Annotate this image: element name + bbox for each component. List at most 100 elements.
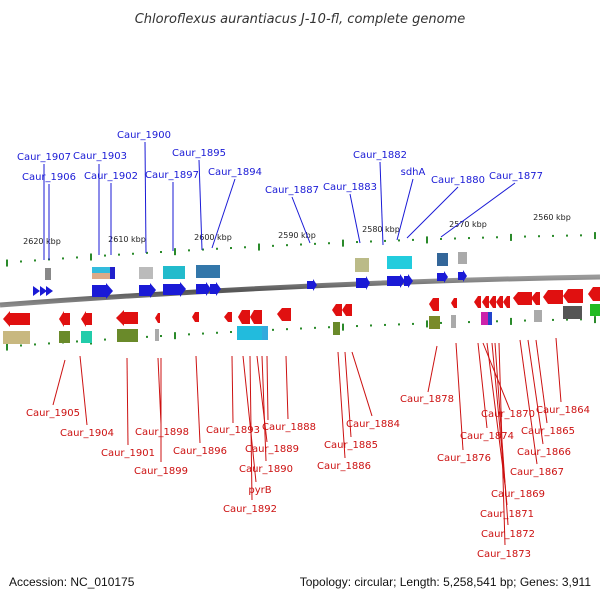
gene-label[interactable]: Caur_1887 <box>265 185 319 196</box>
lower-tick-mark <box>342 323 344 331</box>
lower-tick-mark <box>412 322 414 325</box>
scale-tick-label: 2570 kbp <box>449 220 487 229</box>
upper-tick-mark <box>6 259 8 267</box>
gene-label[interactable]: Caur_1883 <box>323 182 377 193</box>
gene-label[interactable]: Caur_1902 <box>84 171 138 182</box>
gene-label[interactable]: Caur_1897 <box>145 170 199 181</box>
gene-label[interactable]: Caur_1885 <box>324 440 378 451</box>
forward-strand-features <box>33 252 467 299</box>
upper-tick-mark <box>454 237 456 240</box>
upper-tick-mark <box>538 235 540 238</box>
lower-tick-mark <box>286 328 288 331</box>
upper-tick-mark <box>118 253 120 256</box>
upper-tick-mark <box>188 249 190 252</box>
lower-tick-mark <box>174 332 176 340</box>
lower-tick-mark <box>426 320 428 328</box>
gene-label[interactable]: Caur_1870 <box>481 409 535 420</box>
upper-tick-mark <box>328 242 330 245</box>
upper-tick-mark <box>482 236 484 239</box>
genome-backbone <box>0 274 600 308</box>
scale-tick-label: 2600 kbp <box>194 233 232 242</box>
gene-label[interactable]: Caur_1880 <box>431 175 485 186</box>
upper-tick-mark <box>524 235 526 238</box>
gene-label[interactable]: Caur_1871 <box>480 509 534 520</box>
lower-tick-mark <box>496 320 498 323</box>
gene-label[interactable]: Caur_1888 <box>262 422 316 433</box>
gene-label[interactable]: Caur_1869 <box>491 489 545 500</box>
lower-tick-mark <box>202 332 204 335</box>
lower-tick-mark <box>104 338 106 341</box>
scale-axis: 2620 kbp 2610 kbp 2600 kbp 2590 kbp 2580… <box>23 213 571 246</box>
gene-label[interactable]: Caur_1873 <box>477 549 531 560</box>
gene-label[interactable]: Caur_1894 <box>208 167 262 178</box>
upper-tick-mark <box>384 239 386 242</box>
lower-tick-mark <box>188 333 190 336</box>
gene-label[interactable]: Caur_1890 <box>239 464 293 475</box>
gene-label[interactable]: Caur_1882 <box>353 150 407 161</box>
upper-tick-mark <box>104 254 106 257</box>
gene-label[interactable]: Caur_1876 <box>437 453 491 464</box>
upper-tick-mark <box>496 236 498 239</box>
lower-tick-mark <box>440 321 442 324</box>
scale-tick-label: 2560 kbp <box>533 213 571 222</box>
lower-tick-mark <box>20 344 22 347</box>
upper-tick-mark <box>230 247 232 250</box>
gene-label[interactable]: Caur_1899 <box>134 466 188 477</box>
scale-tick-label: 2610 kbp <box>108 235 146 244</box>
gene-label[interactable]: Caur_1866 <box>517 447 571 458</box>
gene-label[interactable]: Caur_1877 <box>489 171 543 182</box>
upper-tick-mark <box>62 257 64 260</box>
gene-label[interactable]: Caur_1865 <box>521 426 575 437</box>
lower-tick-mark <box>300 327 302 330</box>
upper-tick-mark <box>132 252 134 255</box>
lower-tick-mark <box>580 318 582 321</box>
scale-tick-label: 2620 kbp <box>23 237 61 246</box>
scale-tick-label: 2590 kbp <box>278 231 316 240</box>
gene-label[interactable]: Caur_1901 <box>101 448 155 459</box>
upper-tick-mark <box>146 251 148 254</box>
gene-label[interactable]: Caur_1893 <box>206 425 260 436</box>
upper-tick-mark <box>412 238 414 241</box>
gene-label[interactable]: Caur_1889 <box>245 444 299 455</box>
gene-label[interactable]: Caur_1872 <box>481 529 535 540</box>
gene-label[interactable]: Caur_1867 <box>510 467 564 478</box>
gene-label[interactable]: Caur_1884 <box>346 419 400 430</box>
upper-tick-mark <box>202 248 204 251</box>
upper-tick-mark <box>90 253 92 261</box>
lower-tick-mark <box>76 340 78 343</box>
gene-label[interactable]: Caur_1892 <box>223 504 277 515</box>
gene-label[interactable]: Caur_1907 <box>17 152 71 163</box>
upper-tick-mark <box>468 237 470 240</box>
gene-label[interactable]: Caur_1900 <box>117 130 171 141</box>
gene-label[interactable]: Caur_1898 <box>135 427 189 438</box>
upper-tick-mark <box>34 259 36 262</box>
lower-tick-mark <box>510 317 512 325</box>
gene-label[interactable]: Caur_1906 <box>22 172 76 183</box>
forward-gene-labels: Caur_1907 Caur_1906 Caur_1903 Caur_1902 … <box>17 130 543 196</box>
upper-tick-mark <box>286 244 288 247</box>
lower-tick-mark <box>594 316 596 324</box>
upper-tick-mark <box>216 247 218 250</box>
lower-tick-mark <box>230 331 232 334</box>
upper-tick-mark <box>566 234 568 237</box>
gene-label[interactable]: Caur_1895 <box>172 148 226 159</box>
gene-label[interactable]: Caur_1904 <box>60 428 114 439</box>
map-title: Chloroflexus aurantiacus J-10-fl, comple… <box>135 12 466 27</box>
gene-label[interactable]: Caur_1864 <box>536 405 590 416</box>
gene-label[interactable]: sdhA <box>401 167 426 178</box>
lower-tick-mark <box>216 331 218 334</box>
upper-tick-mark <box>244 246 246 249</box>
gene-label[interactable]: Caur_1878 <box>400 394 454 405</box>
gene-label[interactable]: Caur_1886 <box>317 461 371 472</box>
gene-label[interactable]: Caur_1896 <box>173 446 227 457</box>
gene-label[interactable]: pyrB <box>248 485 271 496</box>
upper-tick-mark <box>20 260 22 263</box>
gene-label[interactable]: Caur_1905 <box>26 408 80 419</box>
lower-tick-mark <box>160 335 162 338</box>
lower-tick-mark <box>384 323 386 326</box>
gene-label[interactable]: Caur_1903 <box>73 151 127 162</box>
gene-label[interactable]: Caur_1874 <box>460 431 514 442</box>
upper-tick-mark <box>426 236 428 244</box>
lower-tick-mark <box>524 319 526 322</box>
